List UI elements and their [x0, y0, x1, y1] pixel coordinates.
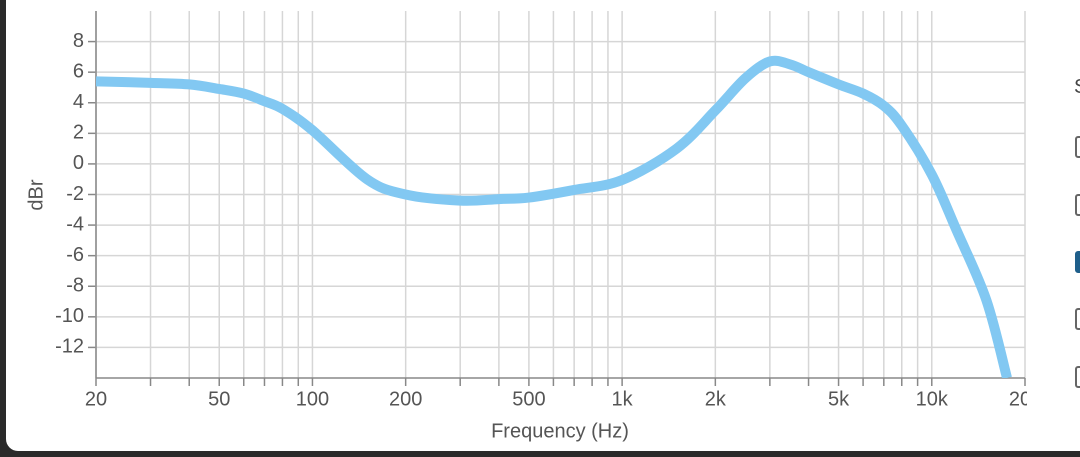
x-tick-label: 2k: [705, 388, 727, 410]
y-tick-label: 8: [73, 30, 84, 52]
y-tick-label: 2: [73, 122, 84, 144]
y-tick-label: 6: [73, 60, 84, 82]
chart-wrap: -12 -10 -8 -6 -4 -2 0 2 4 6 8 20 50 100 200 500 1k 2k 5k 10…: [6, 0, 1027, 451]
x-tick-label: 10k: [916, 388, 949, 410]
y-tick-label: -10: [55, 305, 84, 327]
card: -12 -10 -8 -6 -4 -2 0 2 4 6 8 20 50 100 200 500 1k 2k 5k 10…: [6, 0, 1080, 451]
x-tick-label: 100: [296, 388, 329, 410]
response-line: [96, 55, 1012, 378]
y-tick-label: -4: [66, 213, 84, 235]
x-tick-label: 50: [208, 388, 230, 410]
y-tick-label: -8: [66, 275, 84, 297]
checkbox[interactable]: [1075, 251, 1080, 273]
checkbox[interactable]: [1075, 136, 1080, 158]
y-tick-label: -12: [55, 336, 84, 358]
chart: -12 -10 -8 -6 -4 -2 0 2 4 6 8 20 50 100 200 500 1k 2k 5k 10…: [25, 11, 1027, 442]
x-tick-label: 20: [85, 388, 107, 410]
y-axis-label: dBr: [25, 179, 47, 210]
y-tick-label: 0: [73, 152, 84, 174]
checkbox[interactable]: [1075, 366, 1080, 388]
x-tick-label: 1k: [612, 388, 634, 410]
y-tick-label: -2: [66, 183, 84, 205]
x-tick-label: 200: [389, 388, 422, 410]
y-tick-label: -6: [66, 244, 84, 266]
x-tick-label: 5k: [828, 388, 850, 410]
panel-label: S: [1074, 76, 1080, 99]
checkbox[interactable]: [1075, 194, 1080, 216]
checkbox[interactable]: [1075, 308, 1080, 330]
x-tick-label: 20k: [1009, 388, 1027, 410]
x-axis-label: Frequency (Hz): [491, 420, 629, 442]
x-tick-label: 500: [512, 388, 545, 410]
y-tick-label: 4: [73, 91, 84, 113]
